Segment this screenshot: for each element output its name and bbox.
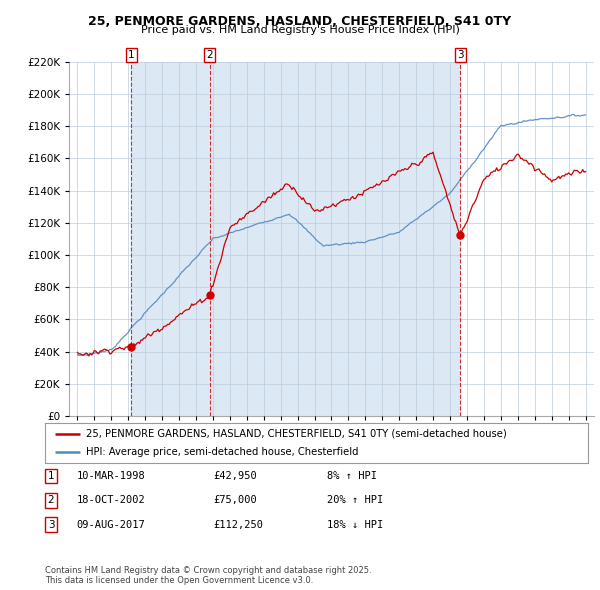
Text: 25, PENMORE GARDENS, HASLAND, CHESTERFIELD, S41 0TY (semi-detached house): 25, PENMORE GARDENS, HASLAND, CHESTERFIE… xyxy=(86,429,506,439)
Text: £42,950: £42,950 xyxy=(213,471,257,481)
Text: 2: 2 xyxy=(47,496,55,505)
Text: 1: 1 xyxy=(128,50,135,60)
Text: 3: 3 xyxy=(47,520,55,529)
Text: HPI: Average price, semi-detached house, Chesterfield: HPI: Average price, semi-detached house,… xyxy=(86,447,358,457)
Text: 18% ↓ HPI: 18% ↓ HPI xyxy=(327,520,383,529)
Text: 3: 3 xyxy=(457,50,464,60)
Text: 18-OCT-2002: 18-OCT-2002 xyxy=(77,496,146,505)
Text: £112,250: £112,250 xyxy=(213,520,263,529)
Text: Price paid vs. HM Land Registry's House Price Index (HPI): Price paid vs. HM Land Registry's House … xyxy=(140,25,460,35)
Text: 09-AUG-2017: 09-AUG-2017 xyxy=(77,520,146,529)
Text: 25, PENMORE GARDENS, HASLAND, CHESTERFIELD, S41 0TY: 25, PENMORE GARDENS, HASLAND, CHESTERFIE… xyxy=(88,15,512,28)
Text: £75,000: £75,000 xyxy=(213,496,257,505)
Text: 8% ↑ HPI: 8% ↑ HPI xyxy=(327,471,377,481)
Text: Contains HM Land Registry data © Crown copyright and database right 2025.
This d: Contains HM Land Registry data © Crown c… xyxy=(45,566,371,585)
Text: 10-MAR-1998: 10-MAR-1998 xyxy=(77,471,146,481)
Bar xyxy=(209,62,460,416)
Bar xyxy=(131,62,209,416)
Text: 2: 2 xyxy=(206,50,213,60)
Text: 1: 1 xyxy=(47,471,55,481)
Text: 20% ↑ HPI: 20% ↑ HPI xyxy=(327,496,383,505)
